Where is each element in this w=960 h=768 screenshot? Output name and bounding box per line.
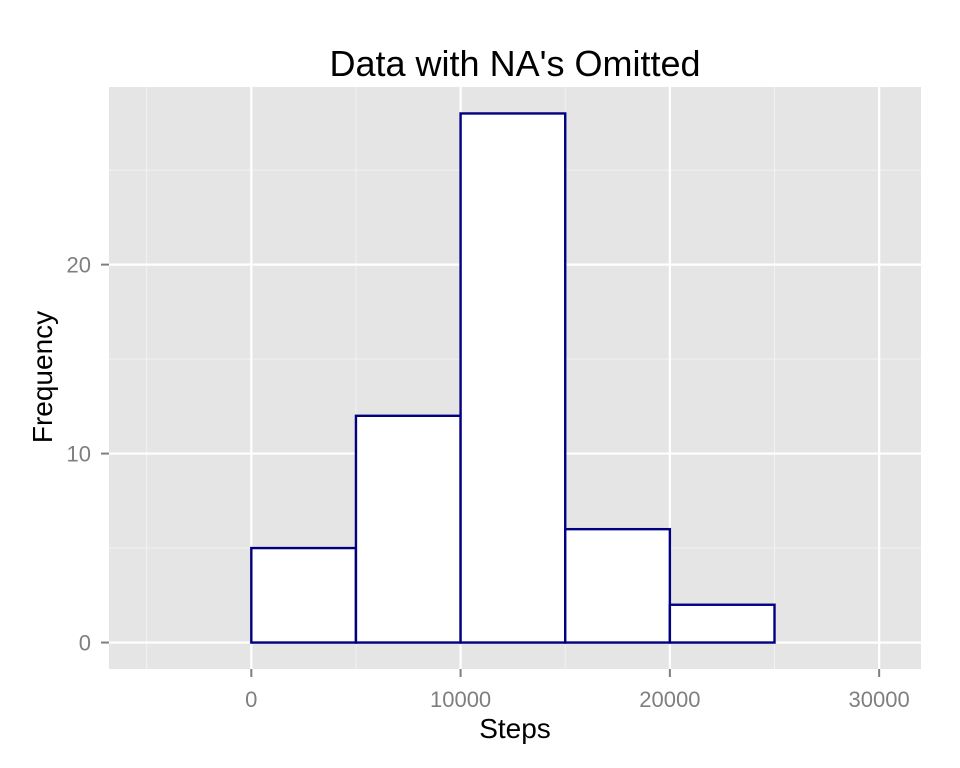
histogram-bar-1 — [250, 546, 358, 644]
x-tick-label: 20000 — [639, 687, 700, 712]
bars — [250, 112, 776, 644]
histogram-bar-4 — [564, 527, 672, 644]
x-tick-label: 30000 — [849, 687, 910, 712]
histogram-bar-2 — [354, 414, 462, 644]
chart-title: Data with NA's Omitted — [330, 43, 701, 84]
x-axis-title: Steps — [479, 713, 551, 744]
histogram-bar-3 — [459, 112, 567, 644]
y-tick-label: 20 — [67, 253, 91, 278]
x-tick-label: 10000 — [430, 687, 491, 712]
y-tick-label: 0 — [79, 631, 91, 656]
axes: 0 10000 20000 30000 0 10 20 — [67, 253, 910, 712]
x-tick-label: 0 — [245, 687, 257, 712]
y-axis-title: Frequency — [27, 311, 58, 443]
y-tick-label: 10 — [67, 442, 91, 467]
histogram-bar-5 — [668, 603, 776, 644]
